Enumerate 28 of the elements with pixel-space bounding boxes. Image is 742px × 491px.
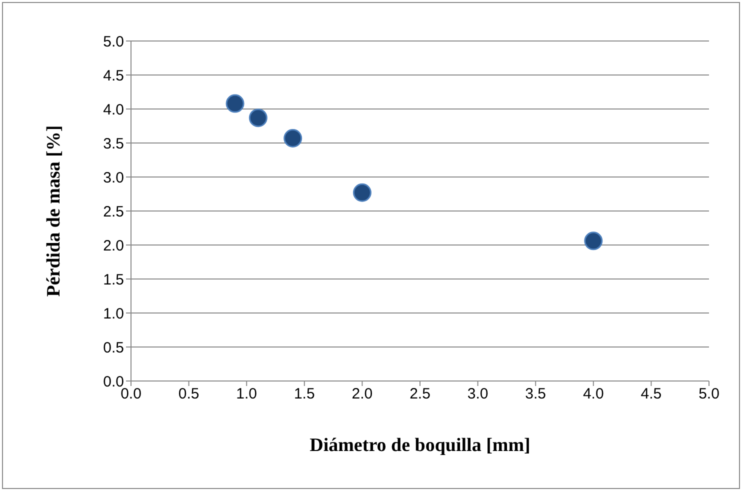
x-tick-label: 1.5	[294, 386, 315, 403]
x-tick-label: 3.5	[525, 386, 546, 403]
x-tick-label: 0.5	[178, 386, 200, 403]
y-tick-label: 2.5	[103, 203, 124, 220]
point	[248, 108, 268, 128]
point	[284, 128, 302, 148]
x-axis-title: Diámetro de boquilla [mm]	[310, 435, 530, 456]
point	[226, 94, 244, 113]
point	[352, 183, 372, 202]
x-tick-label: 1.0	[236, 386, 258, 403]
y-tick-label: 1.0	[103, 305, 124, 322]
x-tick-label: 3.0	[467, 386, 488, 403]
y-tick-label: 1.5	[103, 271, 124, 288]
point	[584, 232, 603, 250]
y-tick-label: 4.0	[103, 101, 124, 118]
y-tick-label: 0.5	[103, 339, 124, 356]
y-tick-label: 3.0	[103, 169, 124, 186]
y-tick-label: 2.0	[103, 237, 124, 254]
y-tick-label: 4.5	[103, 67, 124, 84]
y-axis-title: Pérdida de masa [%]	[44, 125, 65, 297]
x-tick-label: 0.0	[120, 386, 142, 403]
y-tick-label: 3.5	[103, 135, 124, 152]
x-tick-label: 2.0	[352, 386, 373, 403]
x-tick-label: 4.0	[582, 386, 604, 403]
x-tick-label: 5.0	[698, 386, 720, 403]
y-tick-label: 5.0	[103, 33, 124, 50]
x-tick-label: 2.5	[410, 386, 430, 403]
x-tick-label: 4.5	[640, 386, 662, 403]
